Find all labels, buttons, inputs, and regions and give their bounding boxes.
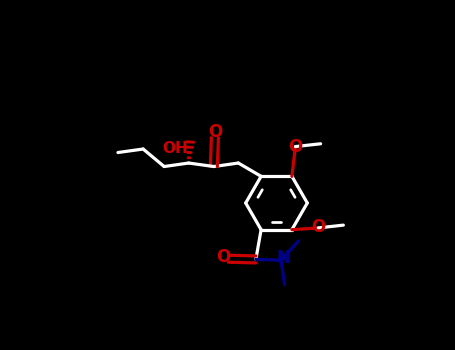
Text: O: O (208, 122, 222, 141)
Text: O: O (216, 248, 230, 266)
Text: N: N (277, 249, 291, 267)
Text: O: O (311, 218, 325, 236)
Text: OH: OH (162, 141, 188, 156)
Text: O: O (288, 138, 302, 156)
